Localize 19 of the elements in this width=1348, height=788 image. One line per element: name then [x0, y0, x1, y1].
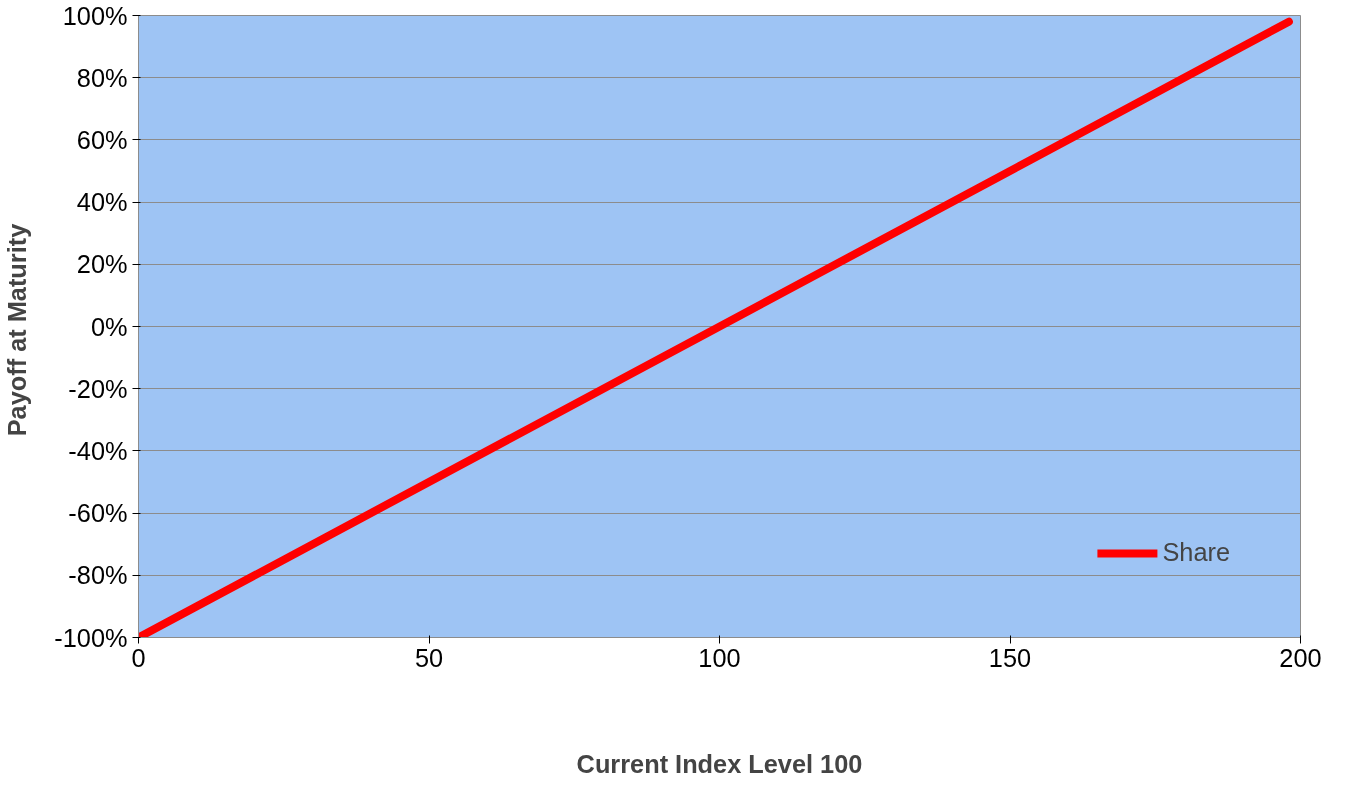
- x-tick-label: 150: [988, 643, 1032, 672]
- x-tick-label: 200: [1279, 643, 1322, 672]
- x-tick-label: 0: [131, 643, 146, 672]
- y-tick-label: -80%: [68, 561, 128, 590]
- y-tick-label: 100%: [62, 1, 128, 30]
- y-tick-label: 60%: [76, 125, 128, 154]
- x-axis-title: Current Index Level 100: [576, 749, 863, 778]
- y-tick-label: 80%: [76, 63, 128, 92]
- y-tick-label: -100%: [54, 623, 128, 652]
- x-tick-label: 50: [414, 643, 444, 672]
- y-tick-label: -20%: [68, 374, 128, 403]
- y-tick-label: 0%: [90, 312, 128, 341]
- legend-label: Share: [1162, 538, 1230, 567]
- x-tick-label: 100: [698, 643, 741, 672]
- y-tick-label: 40%: [76, 188, 128, 217]
- y-tick-label: -60%: [68, 499, 128, 528]
- y-tick-label: 20%: [76, 250, 128, 279]
- y-axis-title: Payoff at Maturity: [3, 223, 32, 437]
- y-tick-label: -40%: [68, 436, 128, 465]
